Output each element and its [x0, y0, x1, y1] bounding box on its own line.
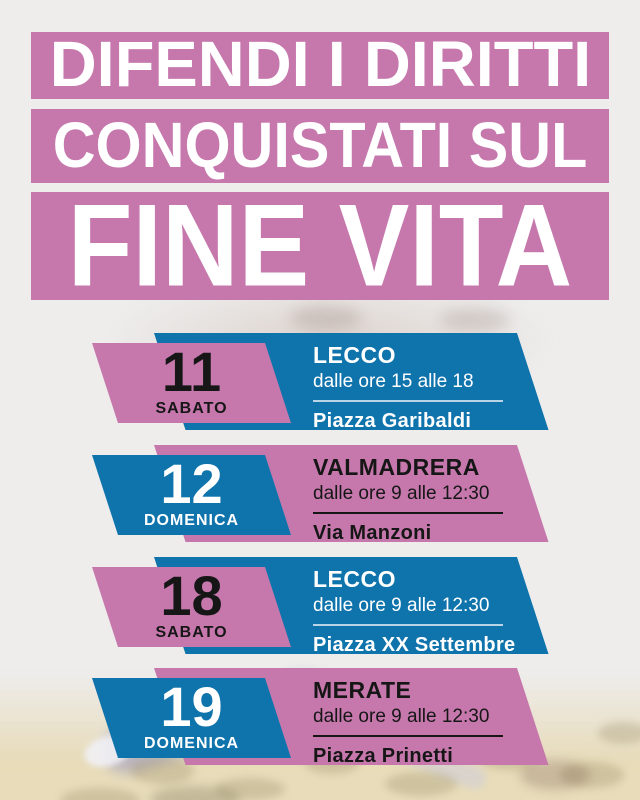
event-weekday-label: SABATO [155, 400, 228, 417]
event-day-number: 12 [160, 452, 223, 515]
event-time: dalle ore 9 alle 12:30 [313, 483, 490, 504]
event-city: LECCO [313, 566, 396, 592]
faded-texture [598, 722, 640, 744]
event-city: LECCO [313, 342, 396, 368]
event-row: 19 DOMENICA MERATE dalle ore 9 alle 12:3… [0, 668, 640, 767]
event-place: Piazza Garibaldi [313, 410, 472, 432]
faded-eye-left [290, 306, 362, 330]
title-text-line-1: DIFENDI I DIRITTI [49, 29, 591, 101]
event-day-number: 11 [161, 340, 222, 403]
event-time: dalle ore 15 alle 18 [313, 371, 474, 392]
faded-texture [385, 772, 457, 796]
event-row: 18 SABATO LECCO dalle ore 9 alle 12:30 P… [0, 557, 640, 656]
faded-texture [150, 786, 240, 800]
event-city: VALMADRERA [313, 454, 480, 480]
event-weekday-label: DOMENICA [143, 512, 240, 529]
faded-texture [60, 788, 140, 800]
event-weekday-label: SABATO [155, 624, 228, 641]
event-row: 12 DOMENICA VALMADRERA dalle ore 9 alle … [0, 445, 640, 544]
event-row: 11 SABATO LECCO dalle ore 15 alle 18 Pia… [0, 333, 640, 432]
faded-eye-right [440, 308, 510, 332]
title-bar-line-1: DIFENDI I DIRITTI [31, 32, 609, 99]
title-text-line-3: FINE VITA [67, 181, 573, 311]
event-day-number: 19 [160, 675, 223, 738]
event-weekday-label: DOMENICA [143, 735, 240, 752]
event-time: dalle ore 9 alle 12:30 [313, 706, 490, 727]
title-text-line-2: CONQUISTATI SUL [52, 109, 588, 182]
event-day-number: 18 [160, 564, 223, 627]
event-place: Via Manzoni [313, 522, 432, 544]
faded-texture [520, 760, 590, 790]
event-divider [313, 735, 503, 737]
event-place: Piazza Prinetti [313, 745, 454, 767]
event-city: MERATE [313, 677, 412, 703]
title-bar-line-2: CONQUISTATI SUL [31, 109, 609, 183]
faded-texture [215, 778, 285, 800]
faded-texture [560, 762, 624, 788]
title-bar-line-3: FINE VITA [31, 188, 609, 304]
faded-texture [130, 758, 194, 784]
event-place: Piazza XX Settembre [313, 634, 516, 656]
event-time: dalle ore 9 alle 12:30 [313, 595, 490, 616]
event-divider [313, 512, 503, 514]
event-divider [313, 624, 503, 626]
event-divider [313, 400, 503, 402]
